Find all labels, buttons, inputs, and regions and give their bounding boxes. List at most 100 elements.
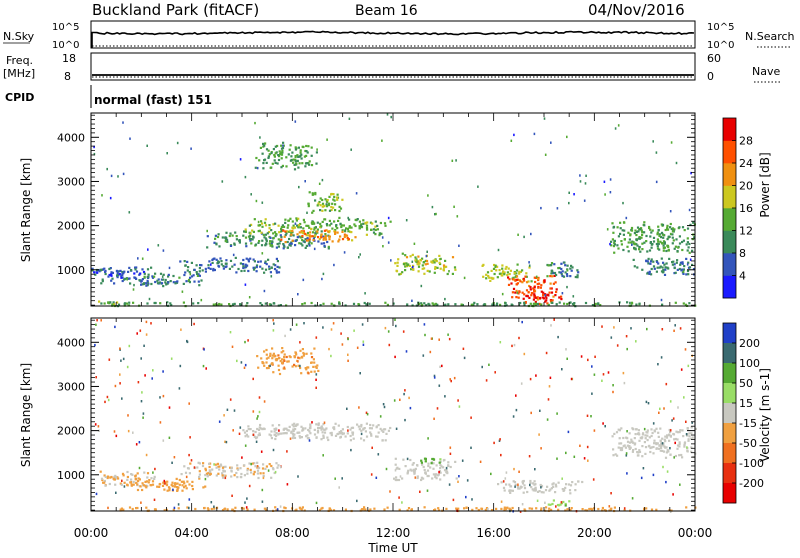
heatmap-cell (512, 480, 515, 483)
heatmap-cell (550, 291, 554, 294)
noise-cell (438, 338, 440, 341)
noise-cell (359, 253, 361, 256)
heatmap-cell (298, 506, 301, 509)
heatmap-cell (409, 458, 412, 462)
heatmap-cell (253, 218, 256, 221)
heatmap-cell (668, 434, 671, 437)
heatmap-cell (414, 256, 417, 259)
heatmap-cell (186, 480, 189, 483)
heatmap-cell (309, 231, 312, 234)
heatmap-cell (317, 240, 320, 243)
heatmap-cell (161, 484, 165, 487)
heatmap-cell (267, 149, 270, 152)
heatmap-cell (628, 447, 631, 450)
heatmap-cell (683, 445, 686, 448)
heatmap-cell (206, 475, 209, 478)
heatmap-cell (560, 298, 563, 301)
heatmap-cell (504, 267, 507, 270)
heatmap-cell (293, 422, 296, 425)
heatmap-cell (454, 460, 457, 463)
heatmap-cell (253, 508, 256, 511)
noise-cell (334, 477, 336, 480)
noise-cell (130, 481, 133, 484)
noise-cell (244, 283, 247, 286)
noise-cell (299, 364, 301, 368)
heatmap-cell (288, 230, 291, 233)
heatmap-cell (530, 280, 533, 283)
noise-cell (254, 266, 256, 270)
heatmap-cell (281, 147, 285, 150)
heatmap-cell (307, 224, 310, 227)
heatmap-cell (672, 433, 676, 436)
heatmap-cell (676, 268, 679, 271)
noise-cell (189, 272, 192, 276)
heatmap-cell (286, 246, 289, 249)
noise-cell (669, 447, 671, 450)
noise-cell (179, 364, 182, 368)
noise-cell (252, 433, 255, 436)
noise-cell (579, 174, 581, 177)
heatmap-cell (424, 259, 427, 262)
heatmap-cell (498, 269, 501, 272)
heatmap-cell (499, 303, 502, 306)
noise-cell (347, 337, 349, 341)
heatmap-cell (244, 266, 247, 269)
heatmap-cell (681, 456, 684, 459)
noise-cell (255, 199, 258, 203)
noise-cell (315, 501, 318, 505)
heatmap-cell (148, 479, 151, 482)
noise-cell (430, 337, 433, 340)
heatmap-cell (369, 508, 372, 511)
heatmap-cell (166, 489, 169, 492)
heatmap-cell (298, 242, 301, 245)
heatmap-cell (613, 432, 616, 435)
heatmap-cell (270, 476, 273, 479)
y-tick-label: 3000 (57, 175, 85, 188)
heatmap-cell (618, 437, 621, 440)
heatmap-cell (270, 464, 273, 468)
heatmap-cell (258, 466, 261, 470)
heatmap-cell (247, 260, 250, 263)
noise-cell (241, 456, 243, 459)
noise-cell (623, 507, 626, 510)
heatmap-cell (337, 432, 340, 435)
heatmap-cell (532, 489, 535, 492)
heatmap-cell (182, 301, 185, 304)
heatmap-cell (277, 354, 280, 357)
heatmap-cell (437, 509, 441, 512)
heatmap-cell (658, 266, 661, 269)
heatmap-cell (306, 239, 310, 242)
heatmap-cell (657, 242, 660, 246)
heatmap-cell (206, 246, 209, 249)
heatmap-cell (313, 433, 317, 436)
heatmap-cell (287, 224, 290, 227)
heatmap-cell (307, 234, 310, 237)
heatmap-cell (619, 221, 622, 224)
nave-tick-high: 60 (707, 52, 721, 65)
heatmap-cell (256, 472, 259, 475)
heatmap-cell (316, 364, 319, 367)
heatmap-cell (302, 218, 305, 221)
heatmap-cell (187, 266, 190, 269)
heatmap-cell (182, 282, 185, 285)
heatmap-cell (176, 488, 179, 491)
heatmap-cell (317, 369, 320, 372)
noise-cell (561, 477, 563, 480)
heatmap-cell (303, 231, 306, 235)
heatmap-cell (386, 506, 389, 509)
heatmap-cell (335, 225, 338, 228)
heatmap-cell (426, 269, 429, 272)
heatmap-cell (233, 302, 236, 305)
heatmap-cell (421, 264, 424, 267)
heatmap-cell (350, 426, 353, 429)
heatmap-cell (603, 509, 606, 512)
noise-cell (661, 442, 664, 445)
heatmap-cell (476, 303, 479, 306)
heatmap-cell (514, 279, 517, 282)
noise-cell (655, 151, 658, 154)
heatmap-cell (104, 484, 107, 487)
heatmap-cell (326, 199, 329, 202)
heatmap-cell (292, 434, 295, 438)
heatmap-cell (524, 275, 527, 278)
heatmap-cell (657, 225, 660, 228)
